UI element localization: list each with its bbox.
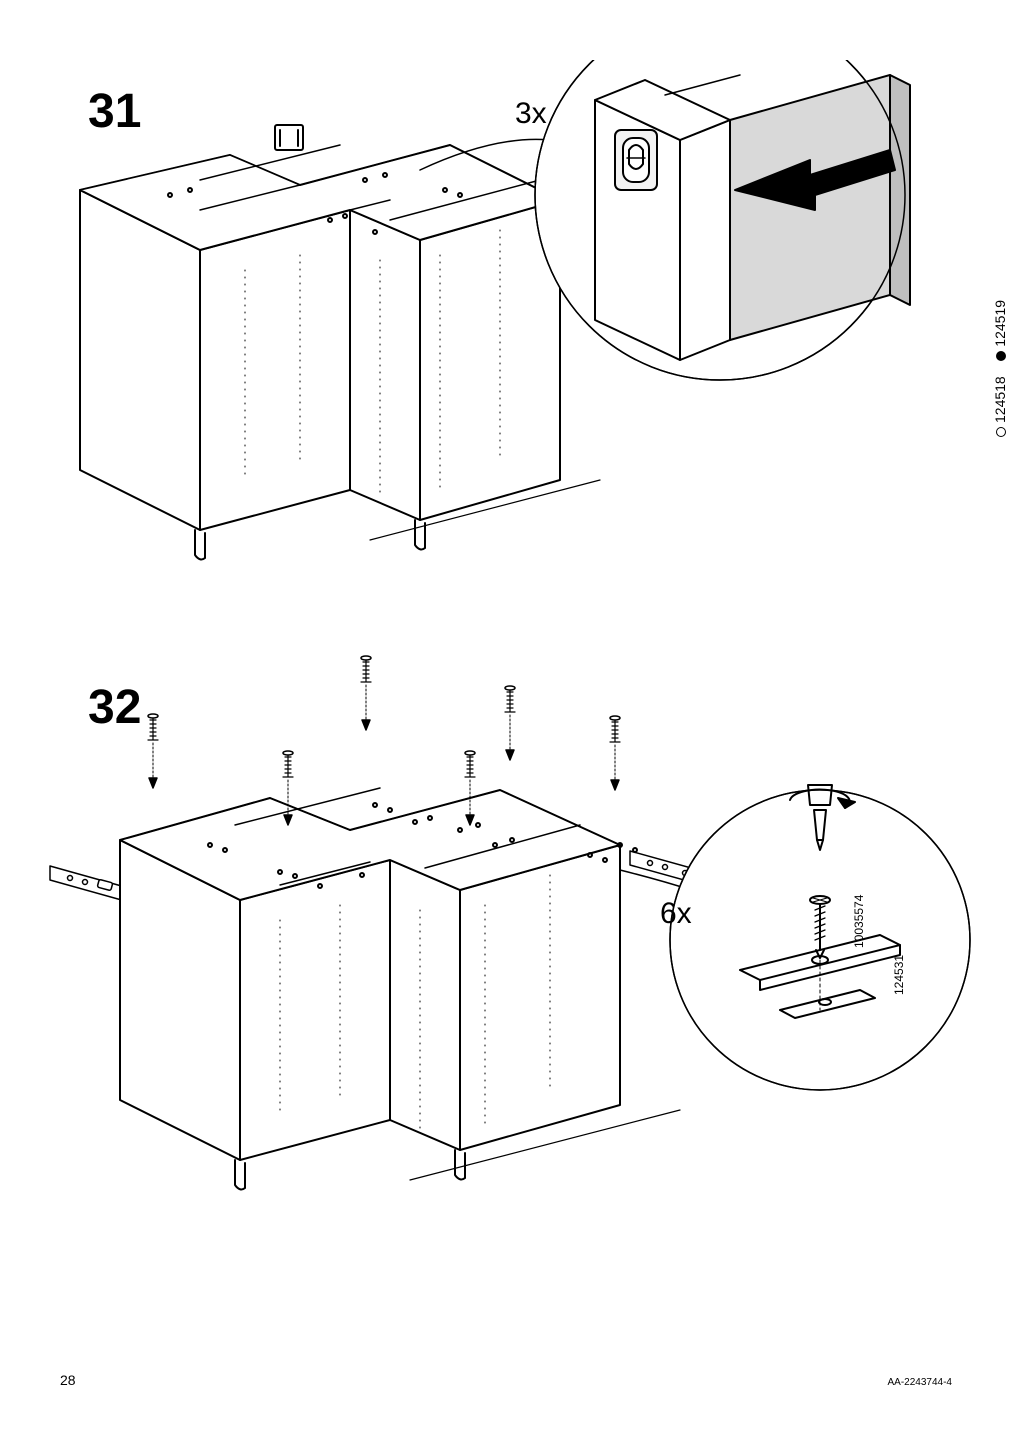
qty-6x-label: 6x [660, 897, 692, 931]
part-code: 124518 [992, 376, 1008, 423]
part-code: 124531 [892, 955, 906, 995]
marker-filled-icon [996, 351, 1006, 361]
step-31-part-codes: 124518 124519 [992, 300, 1008, 437]
page: 31 [0, 0, 1012, 1432]
part-code: 124519 [992, 300, 1008, 347]
step-31-illustration [40, 60, 980, 590]
step-32-illustration [20, 650, 990, 1240]
part-code: 10035574 [852, 895, 866, 948]
marker-open-icon [996, 427, 1006, 437]
page-number: 28 [60, 1372, 76, 1388]
qty-3x-label: 3x [515, 97, 547, 131]
document-code: AA-2243744-4 [888, 1377, 953, 1388]
